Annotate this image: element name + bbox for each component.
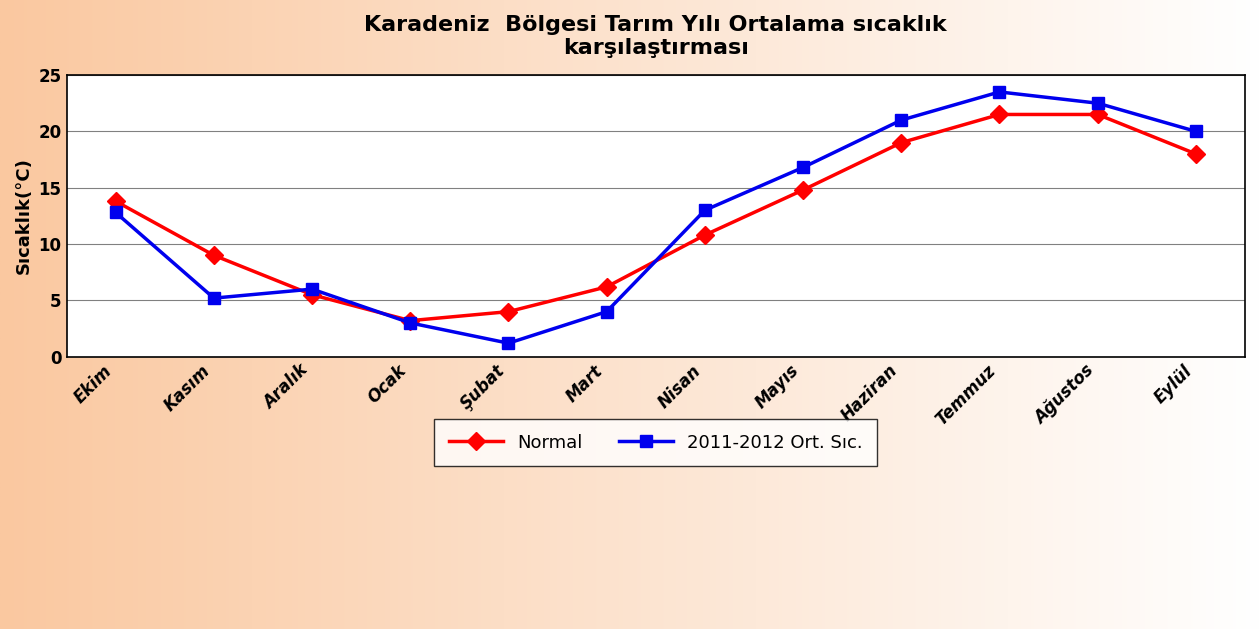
Normal [305, 291, 320, 299]
Normal [1090, 111, 1105, 118]
Normal [501, 308, 517, 315]
Normal [108, 198, 123, 205]
2011-2012 Ort. Sıc. [501, 340, 517, 347]
2011-2012 Ort. Sıc. [108, 209, 123, 216]
2011-2012 Ort. Sıc. [403, 319, 418, 326]
2011-2012 Ort. Sıc. [1188, 128, 1203, 135]
Normal [795, 186, 810, 194]
2011-2012 Ort. Sıc. [1090, 99, 1105, 107]
Line: 2011-2012 Ort. Sıc.: 2011-2012 Ort. Sıc. [110, 86, 1202, 350]
Legend: Normal, 2011-2012 Ort. Sıc.: Normal, 2011-2012 Ort. Sıc. [435, 419, 877, 466]
2011-2012 Ort. Sıc. [795, 164, 810, 171]
Normal [992, 111, 1007, 118]
Normal [697, 231, 712, 239]
Line: Normal: Normal [110, 108, 1202, 327]
Normal [1188, 150, 1203, 158]
2011-2012 Ort. Sıc. [697, 206, 712, 214]
Normal [403, 317, 418, 325]
Normal [893, 139, 908, 147]
2011-2012 Ort. Sıc. [893, 116, 908, 124]
2011-2012 Ort. Sıc. [598, 308, 614, 315]
Y-axis label: Sıcaklık(°C): Sıcaklık(°C) [15, 157, 33, 274]
Normal [207, 252, 222, 259]
2011-2012 Ort. Sıc. [992, 88, 1007, 96]
2011-2012 Ort. Sıc. [207, 294, 222, 302]
2011-2012 Ort. Sıc. [305, 286, 320, 293]
Normal [598, 283, 614, 291]
Title: Karadeniz  Bölgesi Tarım Yılı Ortalama sıcaklık
karşılaştırması: Karadeniz Bölgesi Tarım Yılı Ortalama sı… [364, 15, 948, 58]
